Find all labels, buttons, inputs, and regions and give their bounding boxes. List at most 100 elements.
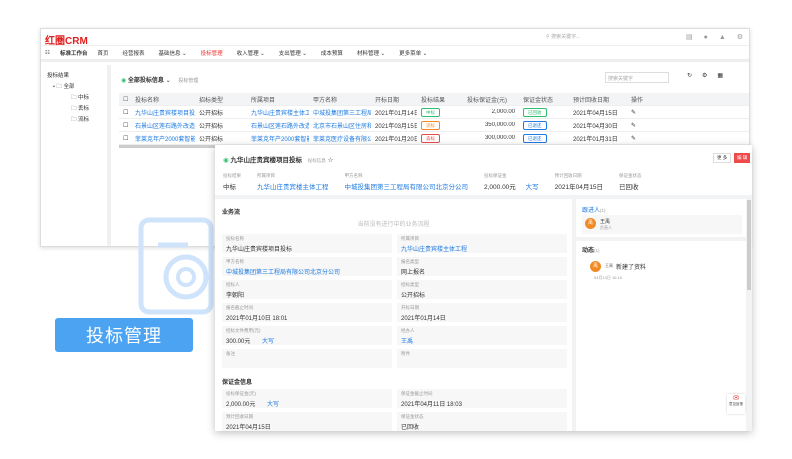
summary-item: 保证金状态 已回收 xyxy=(619,173,642,191)
column-header[interactable]: 开标日期 xyxy=(375,97,400,104)
more-button[interactable]: 更 多 xyxy=(713,153,732,163)
detail-title: ◉ 九华山庄贵宾楼项目投标 投标信息 ☆ xyxy=(223,157,334,164)
tree-item[interactable]: 🗀 中标 xyxy=(71,95,90,101)
table-cell: 2021年01月14日 xyxy=(375,110,417,117)
detail-field: 所属项目 九华山庄贵宾楼主体工程 xyxy=(397,234,567,253)
nav-item[interactable]: 经营报表 xyxy=(122,50,145,57)
edit-icon[interactable]: ✎ xyxy=(631,135,637,142)
nav-item[interactable]: 投标管理 xyxy=(200,50,223,57)
table-cell: 中标 xyxy=(417,107,463,117)
nav-item[interactable]: 更多菜单 ⌄ xyxy=(399,50,428,57)
row-checkbox[interactable]: ☐ xyxy=(123,122,129,129)
top-bar: 红圈CRM ⚲ 搜索关键字... ▤●▲⚙ xyxy=(41,29,750,47)
table-row[interactable]: ☐石景山区莲石路外改造工程公开招标石景山区莲石路外改造工程北京市石景山区住房和城… xyxy=(119,119,749,132)
table-cell: 公开招标 xyxy=(199,110,224,117)
table-row[interactable]: ☐菲莱克年产2000套智能...公开招标菲莱克年产2000套智能...菲莱克医疗… xyxy=(119,132,749,145)
deposit-status-tag: 已退还 xyxy=(523,120,547,130)
tree-root[interactable]: • 🗀 全部 xyxy=(53,84,75,90)
row-checkbox[interactable]: ☐ xyxy=(123,135,129,142)
column-header[interactable]: 保证金状态 xyxy=(523,97,554,104)
view-selector[interactable]: ◉ 全部投标信息 ⌄ 投标管理 xyxy=(121,78,199,84)
table-cell: 流标 xyxy=(417,120,463,130)
table-cell: 350,000.00 xyxy=(484,122,515,128)
apps-icon[interactable]: ☷ xyxy=(45,49,50,56)
table-cell: 公开招标 xyxy=(199,136,224,143)
summary-item: 预计回收日期 2021年04月15日 xyxy=(554,173,604,191)
nav-item[interactable]: 首页 xyxy=(97,50,109,57)
column-header[interactable]: 招标类型 xyxy=(199,97,224,104)
nav-item[interactable]: 支出管理 ⌄ xyxy=(278,50,307,57)
detail-header: ◉ 九华山庄贵宾楼项目投标 投标信息 ☆ 更 多 编 辑 投标结果 中标 所属项目九… xyxy=(215,145,752,195)
column-header[interactable]: 投标结果 xyxy=(421,97,446,104)
tree-panel: 投标结果 • 🗀 全部 🗀 中标 🗀 丢标 🗀 流标 xyxy=(41,65,111,246)
detail-field: 预计回收日期 2021年04月15日 xyxy=(222,412,392,431)
table-cell: 300,000.00 xyxy=(484,135,515,141)
table-cell: 石景山区莲石路外改造工程 xyxy=(251,123,309,130)
table-cell: 菲莱克医疗设备有限公司 xyxy=(313,136,371,143)
follower-item[interactable]: 禹 王禹 负责人 xyxy=(582,215,742,234)
list-search-input[interactable]: 搜索关键字 xyxy=(605,72,669,83)
summary-item: 甲方名称 中城投集团第三工程局有限公司北京分公司 xyxy=(344,173,469,191)
summary-item: 投标保证金 2,000.00元 大写 xyxy=(484,173,539,191)
detail-field: 投标名称 九华山庄贵宾楼项目投标 xyxy=(222,234,392,253)
column-header[interactable]: 投标保证金(元) xyxy=(467,97,507,104)
table-cell: 九华山庄贵宾楼主体工程 xyxy=(251,110,309,117)
table-cell: 公开招标 xyxy=(199,123,224,130)
edit-icon[interactable]: ✎ xyxy=(631,109,637,116)
follower-section: 跟进人(1) 禹 王禹 负责人 xyxy=(576,199,746,237)
detail-field: 招标文件费用(元) 300.00元 大写 xyxy=(222,326,392,345)
table-cell: 2021年04月15日 xyxy=(573,110,618,117)
table-cell: 已退还 xyxy=(519,133,569,143)
table-cell: 菲莱克年产2000套智能... xyxy=(251,136,309,143)
tree-item[interactable]: 🗀 丢标 xyxy=(71,106,90,112)
h-scrollbar[interactable] xyxy=(119,145,219,148)
search-placeholder: 搜索关键字... xyxy=(551,34,581,40)
breadcrumb: 投标管理 xyxy=(178,78,199,84)
global-search[interactable]: ⚲ 搜索关键字... xyxy=(546,34,581,40)
column-header[interactable]: 甲方名称 xyxy=(313,97,338,104)
activity-section: 动态(1) 禹 王禹 新建了资料 04月13日 16:10 ✉ 意见反馈 xyxy=(576,241,746,431)
table-header: ☐ 投标名称 招标类型 所属项目 甲方名称 开标日期 投标结果 投标保证金(元) 保证金状态 预计… xyxy=(119,93,749,106)
deposit-status-tag: 已回收 xyxy=(523,107,547,117)
avatar: 禹 xyxy=(585,218,596,229)
table-cell: 中城投集团第三工程局有... xyxy=(313,110,371,117)
tree-item[interactable]: 🗀 流标 xyxy=(71,117,90,123)
edit-icon[interactable]: ✎ xyxy=(631,122,637,129)
deposit-title: 保证金信息 xyxy=(222,380,253,386)
nav-item[interactable]: 基础信息 ⌄ xyxy=(158,50,187,57)
feature-badge: 投标管理 xyxy=(55,318,193,352)
detail-field: 保证金状态 已回收 xyxy=(397,412,567,431)
bid-document-icon xyxy=(138,217,214,315)
column-header[interactable]: 所属项目 xyxy=(251,97,276,104)
row-checkbox[interactable]: ☐ xyxy=(123,109,129,116)
deposit-status-tag: 已退还 xyxy=(523,133,547,143)
table-cell: 菲莱克年产2000套智能... xyxy=(135,136,195,143)
logo: 红圈CRM xyxy=(45,36,88,47)
result-tag: 流标 xyxy=(421,120,440,130)
table-cell: 北京市石景山区住房和城... xyxy=(313,123,371,130)
column-header[interactable]: 投标名称 xyxy=(135,97,160,104)
list-toolbar[interactable]: ↻⚙▦ xyxy=(687,73,734,79)
v-scrollbar[interactable] xyxy=(747,200,751,290)
header-icons[interactable]: ▤●▲⚙ xyxy=(686,34,750,41)
nav-item[interactable]: 材料管理 ⌄ xyxy=(356,50,386,57)
detail-field: 备注 xyxy=(222,349,392,368)
detail-field: 投标保证金(元) 2,000.00元 大写 xyxy=(222,389,392,408)
column-header[interactable]: 操作 xyxy=(631,97,644,104)
table-cell: 石景山区莲石路外改造工程 xyxy=(135,123,195,130)
detail-field: 招标人 李朝阳 xyxy=(222,280,392,299)
edit-button[interactable]: 编 辑 xyxy=(734,153,751,163)
detail-panel: ◉ 九华山庄贵宾楼项目投标 投标信息 ☆ 更 多 编 辑 投标结果 中标 所属项目九… xyxy=(215,145,752,431)
table-cell: 2,000.00 xyxy=(491,109,515,115)
workbench[interactable]: 标准工作台 xyxy=(59,50,88,57)
table-cell: 2021年01月31日 xyxy=(573,136,618,143)
star-icon[interactable]: ☆ xyxy=(327,157,334,164)
detail-field: 经办人 王禹 xyxy=(397,326,567,345)
nav-item[interactable]: 成本预算 xyxy=(320,50,343,57)
table-cell: 2021年04月30日 xyxy=(573,123,618,130)
column-header[interactable]: 预计回收日期 xyxy=(573,97,610,104)
nav-item[interactable]: 收入管理 ⌄ xyxy=(236,50,265,57)
detail-field: 报名截止时间 2021年01月10日 18:01 xyxy=(222,303,392,322)
feedback-button[interactable]: ✉ 意见反馈 xyxy=(727,394,745,414)
